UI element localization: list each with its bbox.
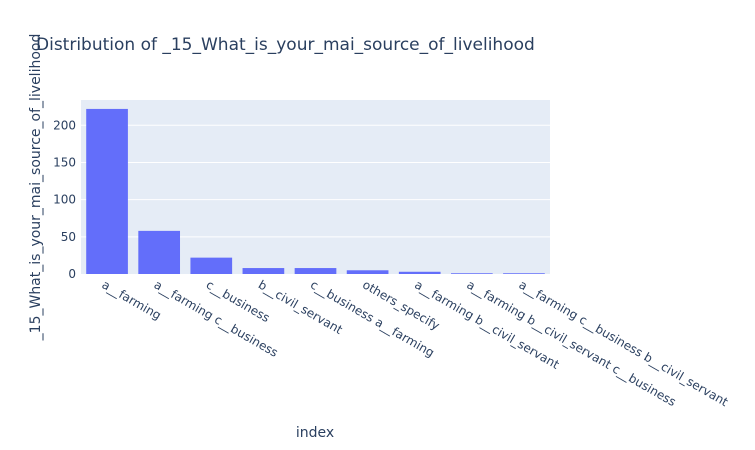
y-axis-ticks: 0 50 100 150 200 xyxy=(53,118,76,281)
bar-a-farming-c-business-b-civil-servant[interactable] xyxy=(503,273,545,274)
y-tick-label: 200 xyxy=(53,118,76,132)
x-tick-label: a__farming c__business b__civil_servant xyxy=(516,277,730,409)
bar-others-specify[interactable] xyxy=(346,270,389,274)
bar-c-business-a-farming[interactable] xyxy=(294,268,337,274)
bar-a-farming-b-civil-servant[interactable] xyxy=(398,271,441,274)
bar-b-civil-servant[interactable] xyxy=(242,268,285,274)
chart-title: Distribution of _15_What_is_your_mai_sou… xyxy=(36,35,535,55)
y-tick-label: 50 xyxy=(61,230,76,244)
bar-c-business[interactable] xyxy=(190,257,233,274)
y-tick-label: 100 xyxy=(53,193,76,207)
y-tick-label: 0 xyxy=(68,267,76,281)
bars xyxy=(86,108,545,274)
bar-a-farming-b-civil-servant-c-business[interactable] xyxy=(450,273,493,274)
y-axis-title: _15_What_is_your_mai_source_of_livelihoo… xyxy=(28,34,44,342)
x-axis-title: index xyxy=(296,425,334,441)
x-tick-label: a__farming b__civil_servant c__business xyxy=(464,277,678,409)
y-tick-label: 150 xyxy=(53,155,76,169)
bar-a-farming-c-business[interactable] xyxy=(138,230,181,274)
bar-a-farming[interactable] xyxy=(86,108,128,274)
